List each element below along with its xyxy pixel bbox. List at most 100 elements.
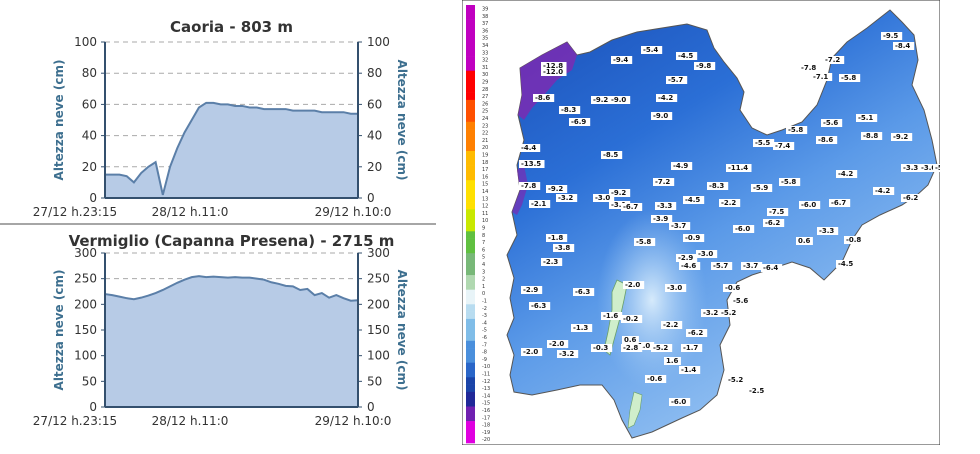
station-value: -6.7 bbox=[831, 199, 846, 207]
y-tick-label-right: 0 bbox=[367, 191, 375, 205]
station-label-box bbox=[719, 199, 741, 207]
station-label-box bbox=[799, 201, 821, 209]
y-tick-label-right: 150 bbox=[367, 323, 390, 337]
station-label-box bbox=[593, 194, 615, 202]
station-label-box bbox=[609, 189, 631, 197]
station-label-box bbox=[521, 348, 543, 356]
colorbar-swatch bbox=[466, 187, 475, 196]
colorbar-swatch bbox=[466, 399, 475, 407]
station-label-box bbox=[761, 264, 783, 272]
station-value: -3.3 bbox=[657, 202, 672, 210]
colorbar-tick-label: -13 bbox=[482, 386, 490, 392]
y-axis-label-right: Altezza neve (cm) bbox=[395, 60, 409, 181]
y-tick-label-right: 100 bbox=[367, 35, 390, 49]
station-label-box bbox=[553, 244, 575, 252]
station-label-box bbox=[779, 178, 801, 186]
station-label: -8.4 bbox=[893, 42, 915, 50]
station-label: -3.7 bbox=[669, 222, 691, 230]
station-label-box bbox=[609, 96, 631, 104]
station-value: -3.7 bbox=[743, 262, 758, 270]
colorbar-tick-label: 7 bbox=[482, 240, 485, 246]
station-label-box bbox=[547, 340, 569, 348]
station-value: -4.5 bbox=[685, 196, 700, 204]
station-value: 1.6 bbox=[666, 357, 679, 365]
colorbar-tick-label: 19 bbox=[482, 153, 488, 159]
y-tick-label-left: 40 bbox=[82, 129, 97, 143]
station-label: -8.6 bbox=[816, 136, 838, 144]
station-label: -12.0 bbox=[541, 68, 567, 76]
station-value: -8.6 bbox=[535, 94, 550, 102]
station-value: -2.8 bbox=[623, 344, 638, 352]
station-label: -0.6 bbox=[723, 284, 745, 292]
station-value: -5.2 bbox=[728, 376, 743, 384]
station-value: -7.1 bbox=[813, 73, 828, 81]
station-value: -0.6 bbox=[647, 375, 662, 383]
station-value: -3.8 bbox=[555, 244, 570, 252]
station-value: -7.2 bbox=[825, 56, 840, 64]
y-tick-label-left: 250 bbox=[74, 272, 97, 286]
colorbar-swatch bbox=[466, 63, 475, 71]
station-label: -7.2 bbox=[653, 178, 675, 186]
colorbar-swatch bbox=[466, 406, 475, 415]
station-label: -5.8 bbox=[933, 164, 955, 172]
station-label: -4.9 bbox=[671, 162, 693, 170]
station-label-box bbox=[711, 262, 733, 270]
x-tick-label: 29/12 h.10:0 bbox=[315, 414, 392, 428]
station-label: -3.0 bbox=[665, 284, 687, 292]
colorbar-tick-label: 2 bbox=[482, 277, 485, 283]
station-value: -0.8 bbox=[846, 236, 861, 244]
station-value: 0.6 bbox=[624, 336, 637, 344]
station-label-box bbox=[591, 96, 613, 104]
station-label: -6.7 bbox=[829, 199, 851, 207]
station-value: -6.0 bbox=[671, 398, 686, 406]
station-value: -4.5 bbox=[678, 52, 693, 60]
station-label: -7.1 bbox=[811, 73, 833, 81]
colorbar-swatch bbox=[466, 151, 475, 159]
colorbar-tick-label: 4 bbox=[482, 262, 485, 268]
station-value: -1.6 bbox=[603, 312, 618, 320]
station-value: -2.0 bbox=[523, 348, 538, 356]
station-value: -0.9 bbox=[685, 234, 700, 242]
station-label-box bbox=[786, 126, 808, 134]
station-value: -12.0 bbox=[543, 68, 563, 76]
station-label-box bbox=[753, 139, 775, 147]
station-label: -6.7 bbox=[621, 203, 643, 211]
colorbar-swatch bbox=[466, 99, 475, 108]
colorbar-tick-label: 21 bbox=[482, 138, 488, 144]
station-label: -1.8 bbox=[546, 234, 568, 242]
chart-title: Vermiglio (Capanna Presena) - 2715 m bbox=[69, 232, 395, 250]
station-label-box bbox=[666, 76, 688, 84]
station-value: -5.8 bbox=[788, 126, 803, 134]
station-label: 0.6 bbox=[622, 336, 639, 344]
colorbar-tick-label: 28 bbox=[482, 87, 488, 93]
snow-depth-charts-svg: Caoria - 803 m 0 0 20 20 40 40 60 60 80 80 100 100 Al… bbox=[0, 18, 436, 428]
temperature-colorbar: 3938373635343332313029282726252423222120… bbox=[466, 5, 490, 444]
colorbar-swatch bbox=[466, 209, 475, 217]
colorbar-tick-label: 35 bbox=[482, 36, 488, 42]
station-label-box bbox=[726, 164, 752, 172]
colorbar-swatch bbox=[466, 260, 475, 269]
station-label-box bbox=[556, 194, 578, 202]
station-label: -2.0 bbox=[623, 281, 645, 289]
y-axis-label-left: Altezza neve (cm) bbox=[52, 270, 66, 391]
station-value: -9.2 bbox=[611, 189, 626, 197]
station-value: -5.2 bbox=[653, 344, 668, 352]
colorbar-swatch bbox=[466, 282, 475, 290]
station-value: -3.0 bbox=[595, 194, 610, 202]
y-tick-label-left: 100 bbox=[74, 35, 97, 49]
station-value: -2.0 bbox=[549, 340, 564, 348]
station-value: -2.0 bbox=[625, 281, 640, 289]
station-label-box bbox=[694, 62, 716, 70]
colorbar-tick-label: 13 bbox=[482, 196, 488, 202]
colorbar-swatch bbox=[466, 129, 475, 137]
series-area bbox=[105, 276, 358, 407]
station-value: -11.4 bbox=[728, 164, 748, 172]
colorbar-tick-label: 3 bbox=[482, 269, 485, 275]
station-label: -3.7 bbox=[741, 262, 763, 270]
station-label: -9.0 bbox=[651, 112, 673, 120]
station-value: -5.8 bbox=[781, 178, 796, 186]
station-label: -3.2 bbox=[701, 309, 723, 317]
colorbar-swatch bbox=[466, 413, 475, 422]
colorbar-swatch bbox=[466, 245, 475, 254]
station-label: -6.2 bbox=[901, 194, 923, 202]
